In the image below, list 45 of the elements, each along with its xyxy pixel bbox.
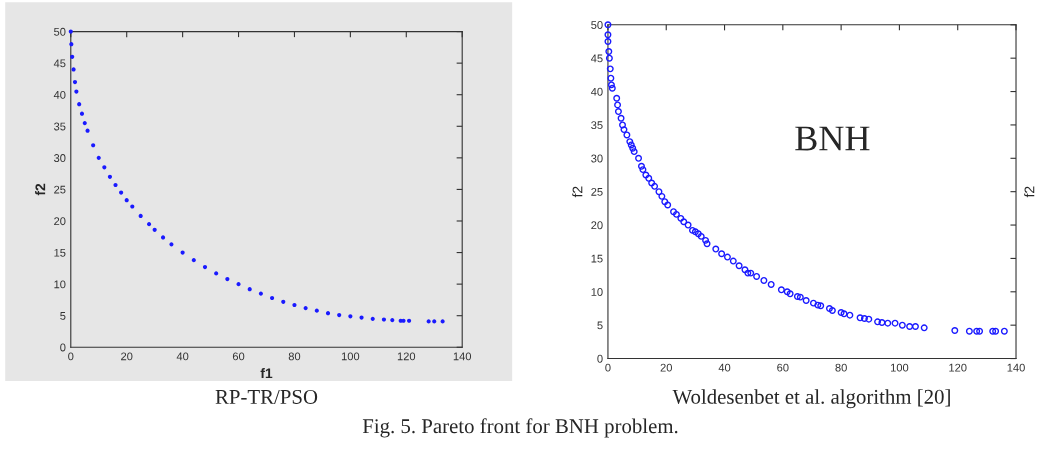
x-tick-label: 100 [891,363,909,372]
y-tick-label: 30 [591,154,603,163]
x-tick-label: 80 [288,352,301,361]
y-tick-label: 35 [591,121,603,130]
y-tick-label: 50 [54,27,66,36]
x-tick-label: 60 [777,363,789,372]
y-tick-label: 20 [591,221,603,230]
annotation: BNH [795,126,870,151]
y-tick-label: 15 [54,248,66,257]
y-tick-label: 5 [597,321,603,330]
y-tick-label: 45 [53,59,66,68]
y-tick-label: 40 [53,90,66,99]
x-tick-label: 20 [660,363,672,372]
y2-axis-title: f2 [1024,186,1035,198]
y-tick-label: 30 [53,154,66,162]
x-tick-label: 40 [718,363,731,372]
y-axis-title: f2 [35,183,46,196]
x-tick-label: 60 [232,352,245,361]
y-axis-title: f2 [572,186,583,198]
y-tick-label: 40 [590,87,603,96]
y-tick-label: 45 [590,54,603,63]
caption: Fig. 5. Pareto front for BNH problem. [362,418,678,438]
y-tick-label: 10 [54,280,66,289]
y-tick-label: 15 [591,254,603,263]
x-axis-title: f1 [260,368,273,379]
x-tick-label: 20 [121,352,133,361]
y-tick-label: 25 [591,187,603,196]
y-tick-label: 5 [60,312,66,320]
x-tick-label: 120 [949,363,967,372]
x-tick-label: 140 [453,352,472,361]
x-tick-label: 0 [605,363,611,372]
x-tick-label: 40 [176,352,189,361]
x-tick-label: 100 [341,352,360,361]
x-tick-label: 80 [835,363,847,372]
y-tick-label: 10 [591,288,603,296]
x-tick-label: 120 [397,352,416,361]
y-tick-label: 0 [60,343,66,352]
x-tick-label: 0 [68,352,74,361]
text: Woldesenbet et al. algorithm [20] [672,389,950,409]
x-tick-label: 140 [1007,363,1025,372]
text: RP-TR/PSO [215,389,318,404]
y-tick-label: 35 [53,122,66,131]
y-tick-label: 20 [54,217,66,226]
y-tick-label: 25 [54,185,66,194]
y-tick-label: 50 [591,21,603,29]
